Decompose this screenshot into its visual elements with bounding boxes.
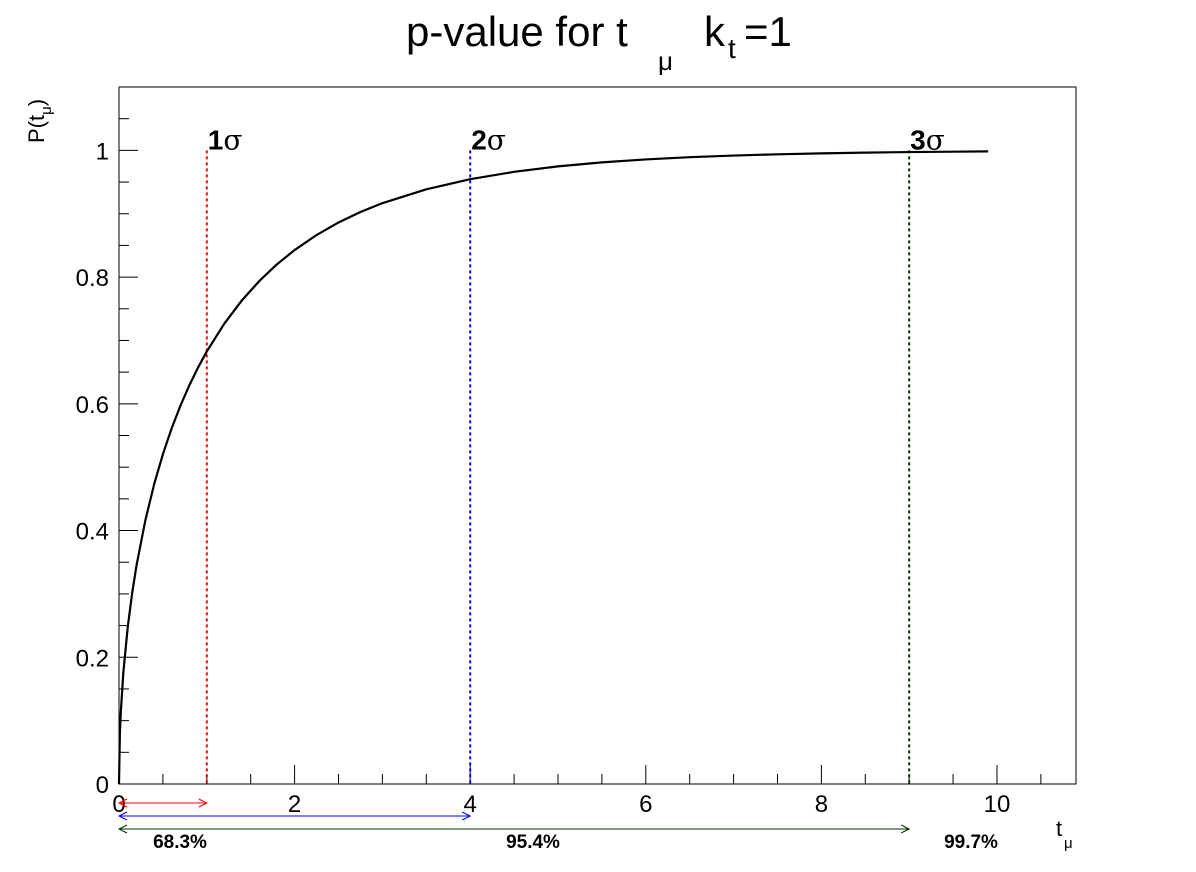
chart-title: p-value for t μ k t =1: [406, 8, 792, 76]
xlabel-sub: μ: [1064, 835, 1073, 852]
xlabel-main: t: [1056, 816, 1062, 841]
x-tick-label: 2: [288, 791, 301, 818]
x-tick-label: 0: [112, 791, 125, 818]
x-tick-label: 8: [815, 791, 828, 818]
arrow-head-right: [198, 798, 208, 808]
y-tick-label: 1: [96, 138, 109, 165]
sigma-markers: 1σ 2σ 3σ: [205, 123, 945, 784]
arrow-head-right: [900, 824, 911, 834]
axes: 0 2 4 6 8 10 0 0.2 0.4 0.6 0.8 1: [76, 118, 1042, 818]
x-tick-label: 6: [639, 791, 652, 818]
sigma-label-number: 1: [208, 124, 224, 155]
y-tick-label: 0.4: [76, 519, 109, 546]
title-tail: =1: [744, 8, 792, 55]
sigma-label: 2σ: [471, 123, 506, 156]
arrow-head-left: [117, 824, 128, 834]
title-main: p-value for t: [406, 8, 628, 55]
arrow-head-left: [117, 798, 128, 808]
ylabel-main: P(t: [24, 115, 49, 143]
arrow-head-left: [117, 811, 128, 821]
sigma-label-symbol: σ: [223, 123, 242, 156]
interval-percent-label: 68.3%: [153, 832, 207, 853]
p-value-curve: [117, 150, 989, 785]
ylabel-sub: μ: [38, 106, 55, 115]
interval-percent-label: 99.7%: [944, 832, 998, 853]
sigma-label-symbol: σ: [487, 123, 506, 156]
arrow-head-right: [461, 811, 472, 821]
y-tick-label: 0.8: [76, 265, 109, 292]
x-axis-label: t μ: [1056, 816, 1073, 852]
y-axis-label: P(tμ): [24, 99, 55, 143]
svg-text:p-value for t: p-value for t: [406, 8, 628, 55]
interval-arrows: 68.3% 95.4% 99.7%: [117, 798, 998, 853]
y-tick-label: 0.2: [76, 645, 109, 672]
sigma-label: 1σ: [208, 123, 243, 156]
title-sub2: t: [728, 33, 736, 64]
sigma-label-number: 2: [471, 124, 487, 155]
x-tick-label: 10: [984, 791, 1011, 818]
sigma-label-number: 3: [910, 124, 926, 155]
y-tick-label: 0.6: [76, 392, 109, 419]
plot-frame: [118, 86, 1077, 785]
sigma-label-symbol: σ: [926, 123, 945, 156]
sigma-label: 3σ: [910, 123, 945, 156]
curve-layer: [117, 150, 989, 785]
title-mid: k: [704, 8, 726, 55]
ylabel-tail: ): [24, 99, 49, 106]
interval-percent-label: 95.4%: [506, 832, 560, 853]
title-sub1: μ: [658, 46, 673, 76]
y-tick-label: 0: [96, 772, 109, 799]
x-tick-label: 4: [464, 791, 477, 818]
svg-text:P(tμ): P(tμ): [24, 99, 55, 143]
